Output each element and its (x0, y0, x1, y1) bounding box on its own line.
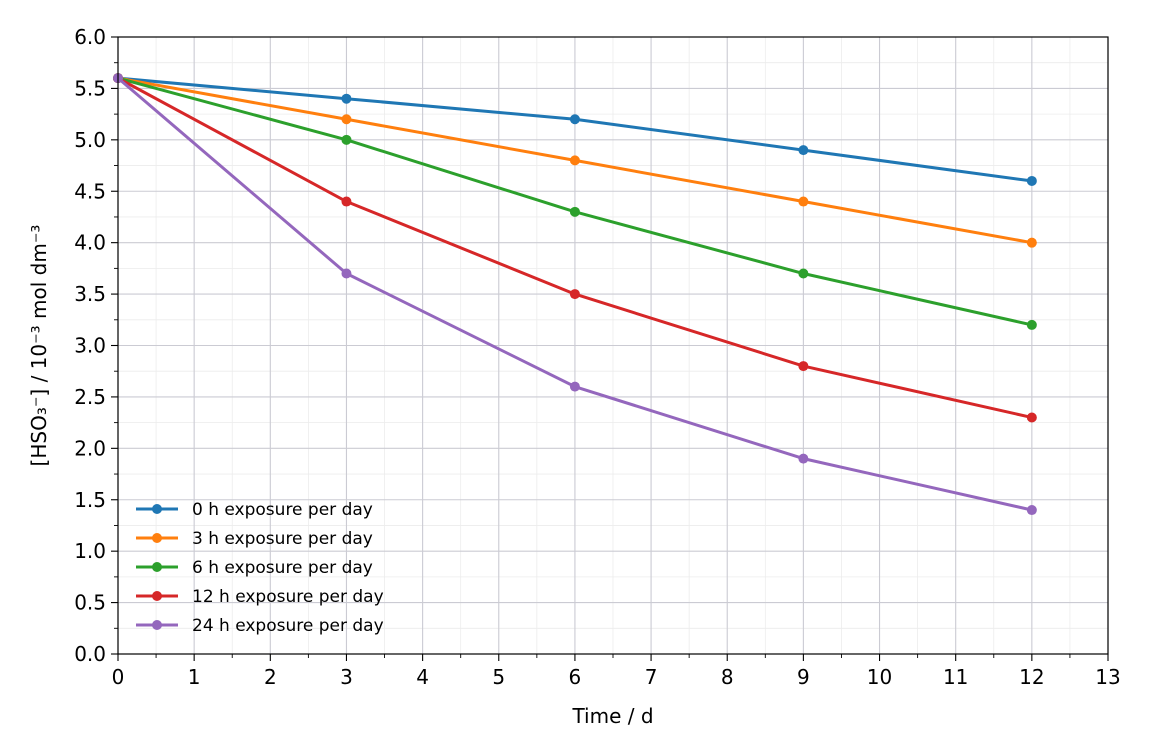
x-tick-label: 0 (112, 665, 125, 689)
legend-label: 6 h exposure per day (192, 558, 373, 578)
data-point (341, 93, 352, 104)
ticks-layer (111, 36, 1109, 661)
y-tick-label: 5.5 (74, 76, 106, 100)
legend-label: 0 h exposure per day (192, 500, 373, 520)
data-point (1026, 412, 1037, 423)
data-point (798, 145, 809, 156)
y-tick-label: 1.0 (74, 539, 106, 563)
tick-labels-layer: 0 1 2 3 4 5 6 7 8 9 10 11 12 130.00.51.01.52.02.53.03… (74, 25, 1121, 689)
series-0 (113, 73, 1037, 186)
y-tick-label: 4.5 (74, 179, 106, 203)
y-tick-label: 0.0 (74, 642, 106, 666)
legend-item: 3 h exposure per day (136, 529, 373, 549)
data-point (569, 206, 580, 217)
series-3 (113, 73, 1037, 423)
y-tick-label: 3.0 (74, 334, 106, 358)
y-tick-label: 3.5 (74, 282, 106, 306)
y-tick-label: 2.0 (74, 436, 106, 460)
legend: 0 h exposure per day 3 h exposure per day… (136, 500, 384, 636)
data-point (569, 289, 580, 300)
x-tick-label: 3 (340, 665, 353, 689)
legend-marker (152, 533, 162, 543)
data-point (798, 268, 809, 279)
x-tick-label: 5 (492, 665, 505, 689)
data-point (341, 114, 352, 125)
legend-item: 6 h exposure per day (136, 558, 373, 578)
data-point (569, 155, 580, 166)
x-tick-label: 10 (867, 665, 892, 689)
x-tick-label: 9 (797, 665, 810, 689)
data-point (1026, 175, 1037, 186)
data-point (341, 196, 352, 207)
legend-label: 24 h exposure per day (192, 616, 384, 636)
legend-label: 12 h exposure per day (192, 587, 384, 607)
legend-label: 3 h exposure per day (192, 529, 373, 549)
data-point (569, 114, 580, 125)
y-tick-label: 2.5 (74, 385, 106, 409)
y-tick-label: 5.0 (74, 128, 106, 152)
x-tick-label: 7 (645, 665, 658, 689)
x-tick-label: 12 (1019, 665, 1044, 689)
x-tick-label: 8 (721, 665, 734, 689)
data-point (798, 361, 809, 372)
x-tick-label: 13 (1095, 665, 1120, 689)
y-tick-label: 0.5 (74, 591, 106, 615)
series-4 (113, 73, 1037, 516)
data-point (798, 453, 809, 464)
legend-item: 12 h exposure per day (136, 587, 384, 607)
data-point (341, 134, 352, 145)
data-point (1026, 505, 1037, 516)
data-point (798, 196, 809, 207)
legend-marker (152, 591, 162, 601)
data-point (569, 381, 580, 392)
legend-marker (152, 620, 162, 630)
x-axis-title: Time / d (571, 704, 653, 728)
y-tick-label: 6.0 (74, 25, 106, 49)
legend-marker (152, 504, 162, 514)
x-tick-label: 6 (569, 665, 582, 689)
y-tick-label: 1.5 (74, 488, 106, 512)
data-point (341, 268, 352, 279)
legend-item: 0 h exposure per day (136, 500, 373, 520)
legend-marker (152, 562, 162, 572)
legend-item: 24 h exposure per day (136, 616, 384, 636)
series-layer (113, 73, 1037, 516)
x-tick-label: 11 (943, 665, 968, 689)
x-tick-label: 1 (188, 665, 201, 689)
x-tick-label: 2 (264, 665, 277, 689)
y-tick-label: 4.0 (74, 231, 106, 255)
data-point (1026, 319, 1037, 330)
data-point (1026, 237, 1037, 248)
x-tick-label: 4 (416, 665, 429, 689)
y-axis-title: [HSO₃⁻] / 10⁻³ mol dm⁻³ (27, 225, 51, 467)
